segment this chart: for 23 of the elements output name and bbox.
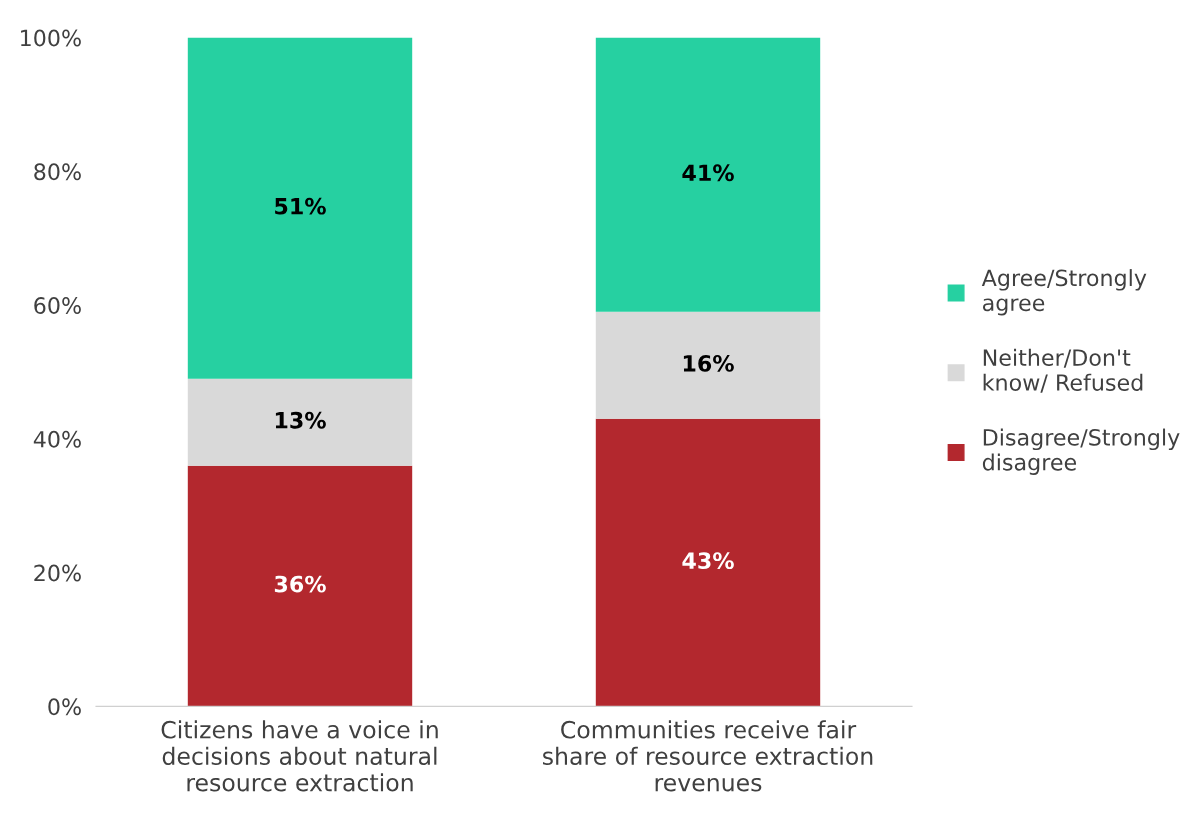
y-tick-label: 80% bbox=[34, 163, 81, 181]
data-label: 36% bbox=[274, 575, 326, 593]
x-tick-label: Citizens have a voice in decisions about natural resource extraction bbox=[161, 720, 438, 792]
y-tick-label: 0% bbox=[48, 698, 81, 716]
y-tick-label: 40% bbox=[33, 430, 81, 448]
legend-label: Disagree/Strongly disagree bbox=[982, 428, 1180, 475]
y-tick-label: 20% bbox=[34, 564, 81, 582]
bar bbox=[595, 311, 821, 419]
x-tick-label: Communities receive fair share of resource extraction revenues bbox=[543, 720, 873, 792]
bar bbox=[595, 418, 821, 707]
bar bbox=[187, 465, 413, 707]
data-label: 13% bbox=[275, 411, 326, 429]
bar bbox=[187, 37, 413, 379]
y-tick-label: 100% bbox=[21, 29, 81, 47]
y-tick-label: 60% bbox=[34, 297, 81, 314]
legend-label: Neither/Don't know/ Refused bbox=[983, 348, 1143, 393]
bar bbox=[595, 37, 821, 312]
data-label: 16% bbox=[683, 354, 734, 372]
bar bbox=[187, 378, 413, 466]
data-label: 51% bbox=[275, 197, 326, 215]
legend-label: Agree/Strongly agree bbox=[981, 269, 1147, 316]
data-label: 41% bbox=[682, 164, 734, 182]
data-label: 43% bbox=[682, 552, 734, 570]
